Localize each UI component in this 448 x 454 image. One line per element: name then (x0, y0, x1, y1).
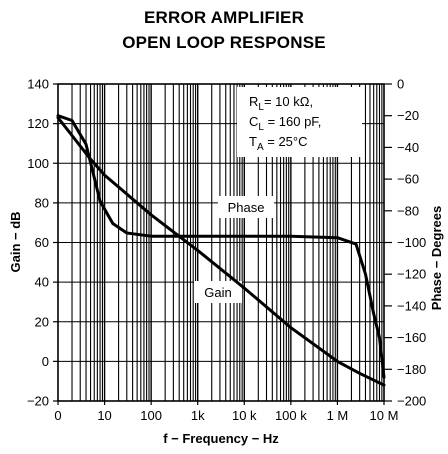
y-right-tick-label: 0 (397, 77, 404, 92)
y-right-tick-label: −180 (397, 362, 426, 377)
axis-ticks: −20020406080100120140−200−180−160−140−12… (27, 77, 426, 424)
y-left-tick-label: −20 (27, 394, 49, 409)
y-axis-right-label: Phase − Degrees (429, 206, 444, 310)
x-tick-label: 10 M (370, 408, 399, 423)
grid (58, 84, 384, 401)
y-left-tick-label: 80 (35, 195, 49, 210)
y-right-tick-label: −80 (397, 203, 419, 218)
x-tick-label: 1k (191, 408, 205, 423)
gain-label-group: Gain (194, 281, 242, 303)
x-tick-label: 100 (140, 408, 162, 423)
y-left-tick-label: 40 (35, 275, 49, 290)
y-right-tick-label: −200 (397, 394, 426, 409)
y-left-tick-label: 140 (27, 77, 49, 92)
x-tick-label: 0 (54, 408, 61, 423)
phase-curve (56, 114, 386, 379)
x-tick-label: 100 k (275, 408, 307, 423)
condition-rl: RL= 10 kΩ, (249, 94, 313, 113)
y-right-tick-label: −20 (397, 108, 419, 123)
series (56, 114, 386, 387)
y-right-tick-label: −40 (397, 140, 419, 155)
y-left-tick-label: 20 (35, 314, 49, 329)
x-axis-label: f − Frequency − Hz (163, 431, 279, 446)
y-right-tick-label: −140 (397, 298, 426, 313)
y-left-tick-label: 60 (35, 235, 49, 250)
phase-curve-label: Phase (228, 200, 265, 215)
y-axis-left-label: Gain − dB (8, 211, 23, 272)
condition-cl: CL = 160 pF, (249, 114, 321, 133)
y-right-tick-label: −120 (397, 267, 426, 282)
chart-title-line-2: OPEN LOOP RESPONSE (122, 33, 326, 52)
conditions-box: RL= 10 kΩ, CL = 160 pF, TA = 25°C (237, 87, 362, 157)
x-tick-label: 10 k (232, 408, 257, 423)
y-right-tick-label: −100 (397, 235, 426, 250)
phase-label-group: Phase (218, 196, 274, 218)
y-right-tick-label: −160 (397, 330, 426, 345)
condition-ta: TA = 25°C (249, 134, 308, 153)
y-left-tick-label: 100 (27, 156, 49, 171)
chart-title-line-1: ERROR AMPLIFIER (143, 8, 305, 27)
x-tick-label: 10 (97, 408, 111, 423)
y-right-tick-label: −60 (397, 172, 419, 187)
gain-curve-label: Gain (204, 285, 231, 300)
x-tick-label: 1 M (327, 408, 349, 423)
y-left-tick-label: 0 (42, 354, 49, 369)
gain-curve (56, 116, 386, 387)
y-left-tick-label: 120 (27, 116, 49, 131)
